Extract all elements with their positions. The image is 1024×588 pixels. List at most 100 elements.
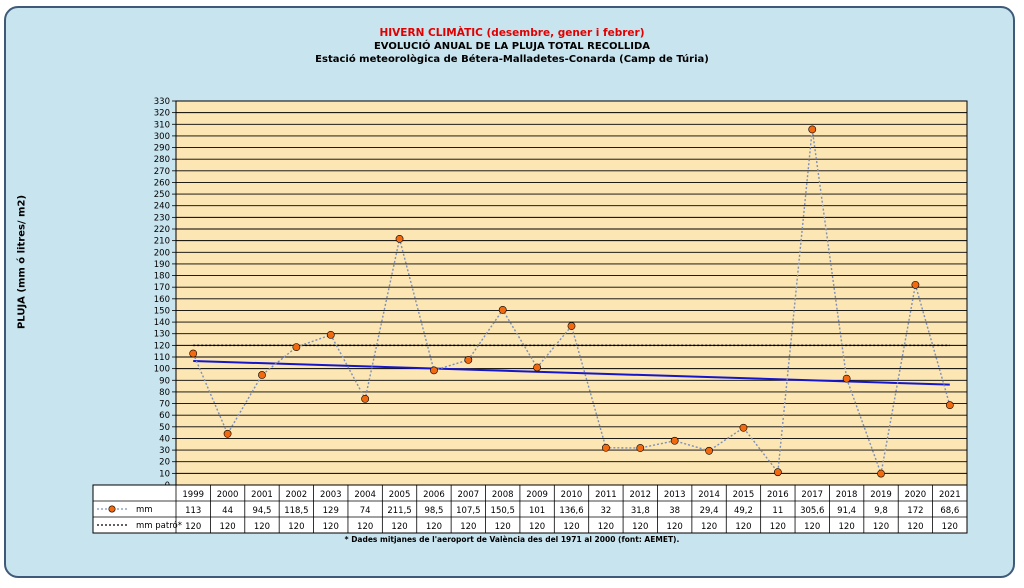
data-label: 129	[323, 506, 339, 516]
y-tick-label: 70	[159, 400, 170, 410]
y-tick-label: 30	[159, 446, 170, 456]
y-tick-label: 80	[159, 388, 170, 398]
y-tick-label: 200	[154, 248, 170, 258]
data-label: 94,5	[253, 506, 272, 516]
x-tick-label: 2017	[801, 490, 823, 500]
data-label: 120	[770, 522, 786, 532]
data-point	[945, 401, 954, 410]
x-tick-label: 2000	[217, 490, 239, 500]
data-label: 120	[529, 522, 545, 532]
y-tick-label: 270	[154, 167, 170, 177]
x-tick-label: 2006	[423, 490, 445, 500]
y-tick-label: 210	[154, 237, 170, 247]
data-label: 305,6	[800, 506, 824, 516]
data-point	[842, 374, 851, 383]
y-tick-label: 40	[159, 434, 170, 444]
data-label: 120	[632, 522, 648, 532]
data-point	[361, 394, 370, 403]
y-tick-label: 50	[159, 423, 170, 433]
x-tick-label: 2004	[354, 490, 376, 500]
x-tick-label: 2020	[905, 490, 927, 500]
y-tick-label: 180	[154, 272, 170, 282]
y-tick-label: 330	[154, 97, 170, 107]
data-label: 120	[391, 522, 407, 532]
data-point	[533, 363, 542, 372]
data-point	[877, 469, 885, 478]
data-point	[258, 371, 266, 379]
data-point	[636, 444, 645, 452]
data-point	[670, 436, 679, 445]
y-tick-label: 60	[159, 411, 170, 421]
y-tick-label: 310	[154, 120, 170, 130]
data-table	[92, 484, 968, 534]
x-tick-label: 2019	[870, 490, 892, 500]
data-label: 107,5	[456, 506, 480, 516]
data-point	[808, 125, 817, 134]
data-label: 11	[772, 506, 783, 516]
chart-title: HIVERN CLIMÀTIC (desembre, gener i febre…	[379, 27, 645, 39]
y-tick-label: 110	[154, 353, 170, 363]
data-label: 120	[873, 522, 889, 532]
x-tick-label: 2018	[836, 490, 858, 500]
data-label: 120	[288, 522, 304, 532]
data-point	[395, 234, 404, 243]
x-tick-label: 2013	[664, 490, 686, 500]
data-label: 120	[667, 522, 683, 532]
data-label: 91,4	[837, 506, 856, 516]
data-point	[189, 349, 198, 358]
data-label: 120	[323, 522, 339, 532]
data-label: 68,6	[940, 506, 959, 516]
y-tick-label: 260	[154, 178, 170, 188]
y-tick-label: 190	[154, 260, 170, 270]
legend-marker-mm	[108, 505, 116, 513]
y-tick-label: 130	[154, 330, 170, 340]
y-tick-label: 220	[154, 225, 170, 235]
data-point	[567, 322, 576, 330]
data-label: 113	[185, 506, 201, 516]
y-tick-label: 320	[154, 109, 170, 119]
x-tick-label: 2003	[320, 490, 342, 500]
data-label: 120	[804, 522, 820, 532]
data-label: 120	[460, 522, 476, 532]
x-tick-label: 2008	[492, 490, 514, 500]
chart-subtitle: EVOLUCIÓ ANUAL DE LA PLUJA TOTAL RECOLLI…	[373, 41, 651, 52]
data-point	[292, 343, 301, 352]
x-tick-label: 2001	[251, 490, 273, 500]
x-tick-label: 2009	[526, 490, 548, 500]
x-tick-label: 2007	[458, 490, 480, 500]
y-tick-label: 170	[154, 283, 170, 293]
data-label: 172	[907, 506, 923, 516]
data-label: 120	[839, 522, 855, 532]
data-label: 101	[529, 506, 545, 516]
data-point	[705, 446, 713, 455]
data-point	[223, 429, 232, 438]
y-tick-label: 120	[154, 341, 170, 351]
x-tick-label: 2016	[767, 490, 789, 500]
data-label: 120	[219, 522, 235, 532]
data-label: 150,5	[491, 506, 515, 516]
data-point	[601, 443, 610, 452]
y-tick-label: 90	[159, 376, 170, 386]
data-label: 136,6	[559, 506, 583, 516]
y-tick-label: 230	[154, 213, 170, 223]
data-label: 120	[185, 522, 201, 532]
data-point	[911, 280, 920, 289]
data-label: 120	[907, 522, 923, 532]
data-label: 120	[495, 522, 511, 532]
data-label: 120	[735, 522, 751, 532]
x-tick-label: 2015	[733, 490, 755, 500]
y-tick-label: 140	[154, 318, 170, 328]
y-tick-label: 250	[154, 190, 170, 200]
x-tick-label: 2011	[595, 490, 617, 500]
y-tick-label: 240	[154, 202, 170, 212]
chart-station: Estació meteorològica de Bétera-Malladet…	[315, 54, 709, 65]
y-tick-label: 10	[159, 469, 170, 479]
y-tick-label: 100	[154, 365, 170, 375]
data-point	[326, 330, 335, 339]
y-tick-label: 150	[154, 306, 170, 316]
data-point	[498, 305, 507, 314]
legend-label: mm patró*	[136, 520, 182, 531]
data-label: 118,5	[284, 506, 308, 516]
data-label: 98,5	[424, 506, 443, 516]
